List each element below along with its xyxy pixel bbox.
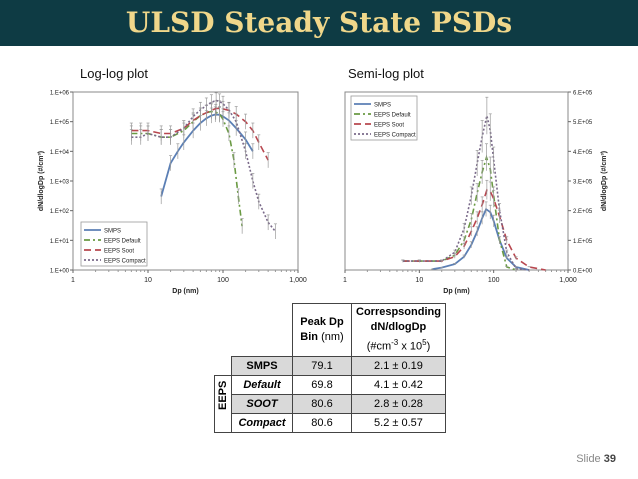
table-row: EEPS Default 69.8 4.1 ± 0.42 [214, 375, 446, 433]
y-tick-label: 3.E+05 [573, 180, 593, 186]
x-tick-label: 100 [217, 277, 229, 284]
loglog-chart: 1 10 100 1,000 1.E+00 1.E+01 1.E+02 1.E+03 1.E+0… [38, 91, 307, 296]
series-line [131, 99, 277, 232]
y-tick-label: 6.E+05 [573, 91, 593, 97]
series-line [432, 207, 530, 271]
y-axis-label: dN/dlogDp (#/cm³) [601, 151, 608, 211]
y-axis-label: dN/dlogDp (#/cm³) [38, 151, 45, 211]
x-tick-label: 1,000 [559, 277, 577, 284]
x-tick-label: 10 [415, 277, 423, 284]
y-tick-label: 1.E+04 [50, 150, 70, 156]
conc-header-close: ) [426, 340, 431, 353]
conc-header-line1: Correspsonding [356, 306, 441, 319]
legend-entry: EEPS Soot [374, 123, 404, 129]
row-peak: 80.6 [292, 394, 352, 414]
table-row: SMPS 79.1 2.1 ± 0.19 [215, 356, 446, 376]
eeps-group-label: EEPS [214, 375, 232, 433]
row-name: Compact [231, 413, 293, 433]
title-bar [0, 0, 638, 46]
y-tick-label: 5.E+05 [573, 120, 593, 126]
y-tick-label: 2.E+05 [573, 209, 593, 215]
semilog-chart: 1 10 100 1,000 0.E+00 1.E+05 2.E+05 3.E+05 4.E+0… [343, 91, 608, 296]
peak-header-line1: Peak Dp [300, 316, 344, 328]
y-tick-label: 4.E+05 [573, 150, 593, 156]
table-row: SOOT 80.6 2.8 ± 0.28 [215, 394, 446, 414]
series-line [402, 154, 517, 271]
y-tick-label: 1.E+00 [50, 269, 70, 275]
conc-header-mid: x 10 [398, 340, 423, 353]
x-tick-label: 10 [144, 277, 152, 284]
legend-entry: EEPS Default [374, 113, 411, 119]
x-tick-label: 1,000 [289, 277, 307, 284]
y-tick-label: 1.E+03 [50, 180, 70, 186]
conc-header-line2: dN/dlogDp [370, 321, 427, 334]
series-line [131, 110, 243, 227]
loglog-caption: Log-log plot [80, 66, 148, 81]
conc-header-exp1: -3 [391, 338, 399, 348]
x-axis-label: Dp (nm) [172, 288, 198, 295]
table-corner-blank [215, 304, 232, 357]
row-peak: 80.6 [292, 413, 352, 433]
table-blank [215, 357, 232, 376]
y-tick-label: 1.E+05 [573, 239, 593, 245]
peak-table: Peak Dp Bin (nm) Correspsonding dN/dlogD… [214, 303, 446, 433]
conc-header-exp2: 5 [422, 338, 427, 348]
legend-entry: SMPS [374, 103, 391, 109]
row-name: SOOT [231, 394, 293, 414]
row-peak: 79.1 [292, 356, 352, 376]
eeps-group-text: EEPS [217, 380, 229, 410]
row-conc: 2.8 ± 0.28 [351, 394, 446, 414]
row-conc: 2.1 ± 0.19 [351, 356, 446, 376]
semilog-caption: Semi-log plot [348, 66, 424, 81]
legend-entry: EEPS Compact [104, 259, 146, 265]
slide-number: 39 [603, 453, 616, 465]
series-line [160, 113, 254, 197]
legend-entry: EEPS Default [104, 239, 141, 245]
conc-header-open: (#cm [366, 340, 392, 353]
slide-label: Slide [576, 453, 601, 465]
legend-entry: SMPS [104, 229, 121, 235]
peak-dp-header: Peak Dp Bin (nm) [292, 303, 352, 357]
table-header-row: Peak Dp Bin (nm) Correspsonding dN/dlogD… [215, 303, 446, 357]
legend-entry: EEPS Soot [104, 249, 134, 255]
row-name: Default [231, 375, 293, 395]
peak-header-bin: Bin [300, 331, 319, 343]
y-tick-label: 1.E+05 [50, 120, 70, 126]
row-conc: 4.1 ± 0.42 [351, 375, 446, 395]
y-tick-label: 1.E+01 [50, 239, 70, 245]
conc-header: Correspsonding dN/dlogDp (#cm-3 x 105) [351, 303, 446, 357]
table-corner-blank [232, 304, 293, 357]
table-row: Compact 80.6 5.2 ± 0.57 [215, 413, 446, 433]
row-name: SMPS [231, 356, 293, 376]
x-tick-label: 1 [71, 277, 75, 284]
y-tick-label: 1.E+06 [50, 91, 70, 97]
series-line [402, 188, 546, 271]
y-tick-label: 0.E+00 [573, 269, 593, 275]
x-axis-label: Dp (nm) [443, 288, 469, 295]
peak-header-unit: (nm) [321, 331, 344, 343]
x-tick-label: 1 [343, 277, 347, 284]
x-tick-label: 100 [488, 277, 500, 284]
row-conc: 5.2 ± 0.57 [351, 413, 446, 433]
y-tick-label: 1.E+02 [50, 209, 70, 215]
row-peak: 69.8 [292, 375, 352, 395]
slide-title: ULSD Steady State PSDs [125, 6, 513, 39]
legend-entry: EEPS Compact [374, 133, 416, 139]
slide-footer: Slide 39 [576, 453, 616, 465]
legend-box [80, 221, 148, 267]
